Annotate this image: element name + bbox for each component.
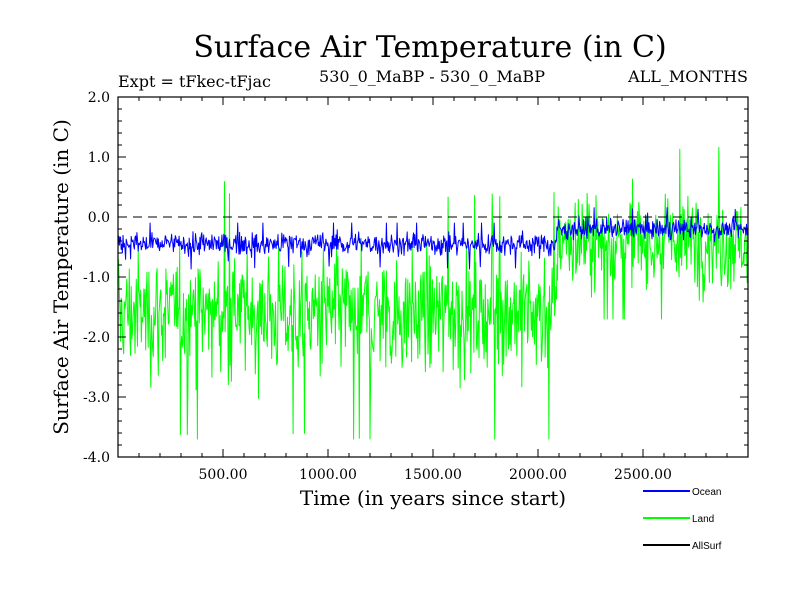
legend-label-ocean: Ocean xyxy=(692,487,721,498)
x-tick-label: 2000.00 xyxy=(509,467,567,483)
legend: Ocean Land AllSurf xyxy=(643,487,722,552)
y-tick-label: 1.0 xyxy=(88,150,110,166)
comparison-label: 530_0_MaBP - 530_0_MaBP xyxy=(319,67,545,86)
y-tick-label: 0.0 xyxy=(88,210,110,226)
series-land-line xyxy=(117,146,749,440)
months-label: ALL_MONTHS xyxy=(627,67,748,86)
series-ocean-line xyxy=(117,207,749,270)
x-axis-label: Time (in years since start) xyxy=(300,486,566,510)
x-tick-label: 2500.00 xyxy=(614,467,672,483)
legend-label-land: Land xyxy=(692,514,714,525)
y-tick-label: -1.0 xyxy=(83,270,110,286)
y-tick-label: -4.0 xyxy=(83,450,110,466)
y-axis-label: Surface Air Temperature (in C) xyxy=(49,119,73,435)
series-layer xyxy=(117,146,749,440)
y-tick-label: -2.0 xyxy=(83,330,110,346)
x-tick-label: 500.00 xyxy=(199,467,248,483)
experiment-label: Expt = tFkec-tFjac xyxy=(118,72,271,91)
axis-ticks: 500.00 1000.00 1500.00 2000.00 2500.00 -4.0 -3… xyxy=(83,90,748,483)
chart-title: Surface Air Temperature (in C) xyxy=(193,30,666,65)
y-tick-label: 2.0 xyxy=(88,90,110,106)
legend-label-allsurf: AllSurf xyxy=(692,541,722,552)
x-tick-label: 1000.00 xyxy=(299,467,357,483)
x-tick-label: 1500.00 xyxy=(404,467,462,483)
y-tick-label: -3.0 xyxy=(83,390,110,406)
